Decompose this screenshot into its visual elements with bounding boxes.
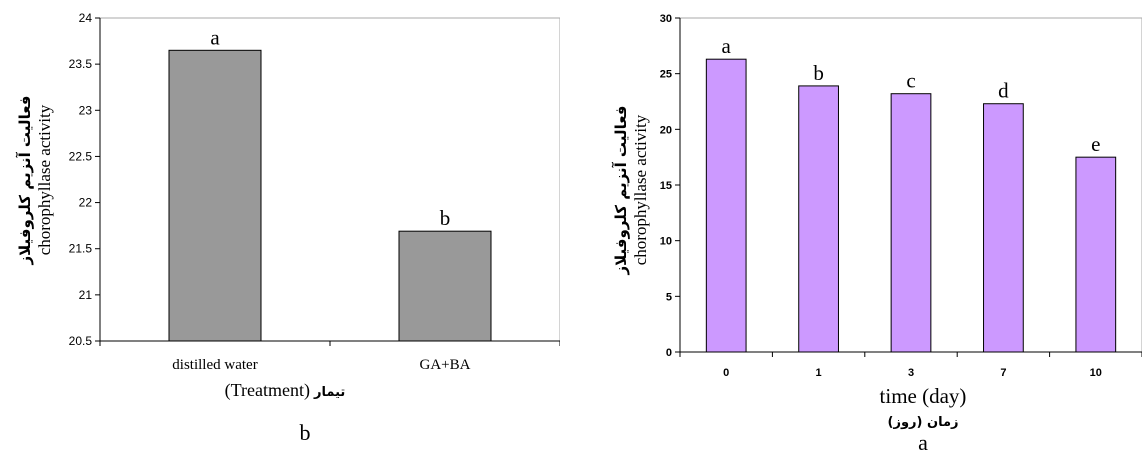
- x-category-label: 10: [1090, 367, 1102, 379]
- x-category-label: 0: [723, 367, 729, 379]
- y-axis-label-fa: فعالیت آنزیم کلروفیلاز: [612, 106, 630, 276]
- bar: [398, 230, 492, 342]
- y-tick-label: 22.5: [69, 149, 93, 163]
- x-axis-label-en: (Treatment): [225, 380, 310, 401]
- y-tick-label: 10: [660, 236, 672, 248]
- bar: [983, 103, 1024, 353]
- x-axis-label-en: time (day): [880, 384, 967, 408]
- x-category-label: GA+BA: [420, 357, 471, 373]
- bar: [798, 85, 839, 353]
- y-tick-label: 24: [79, 11, 93, 25]
- y-axis-ticks: 0 5 10 15 20 25 30: [660, 13, 680, 359]
- x-axis-categories: distilled water GA+BA: [172, 357, 470, 373]
- bar: [890, 93, 932, 353]
- panel-label: a: [918, 430, 928, 455]
- bar-significance-label: d: [998, 79, 1009, 103]
- y-axis-label-fa: فعالیت آنزیم کلروفیلاز: [16, 96, 34, 266]
- y-tick-label: 25: [660, 69, 672, 81]
- y-axis-ticks: 20.5 21 21.5 22 22.5 23 23.5 24: [69, 11, 100, 348]
- y-tick-label: 0: [666, 347, 672, 359]
- y-tick-label: 5: [666, 291, 672, 303]
- x-category-label: distilled water: [172, 357, 257, 373]
- x-axis-label-fa: تیمار: [313, 385, 345, 400]
- bar-significance-label: b: [440, 206, 451, 230]
- y-tick-label: 30: [660, 13, 672, 25]
- x-category-label: 7: [1000, 367, 1006, 379]
- y-tick-label: 21.5: [69, 242, 93, 256]
- x-axis-categories: 0 1 3 7 10: [723, 367, 1102, 379]
- x-axis-tick-marks: [99, 341, 560, 346]
- bar-significance-label: a: [722, 34, 732, 58]
- y-tick-label: 22: [79, 196, 93, 210]
- bar: [705, 58, 747, 353]
- bars: ab: [168, 25, 492, 342]
- y-tick-label: 23: [79, 103, 93, 117]
- y-axis-label-en: chorophyllase activity: [631, 114, 650, 265]
- panel-label: b: [300, 420, 311, 445]
- y-tick-label: 15: [660, 180, 672, 192]
- y-tick-label: 20.5: [69, 334, 93, 348]
- x-category-label: 1: [816, 367, 822, 379]
- bar-significance-label: a: [210, 25, 220, 49]
- bar-significance-label: b: [813, 61, 824, 85]
- bars: a b c d e: [705, 34, 1117, 353]
- chart-time: 0 5 10 15 20 25 30 a b c d e 0 1 3 7 10 فعالیت آنزیم ک…: [612, 13, 1142, 455]
- bar: [1075, 156, 1117, 353]
- y-tick-label: 20: [660, 124, 672, 136]
- y-axis-label-en: chorophyllase activity: [35, 104, 54, 255]
- y-tick-label: 21: [79, 288, 93, 302]
- bar-significance-label: c: [906, 69, 915, 93]
- x-category-label: 3: [908, 367, 914, 379]
- bar: [168, 49, 262, 342]
- bar-significance-label: e: [1091, 132, 1100, 156]
- x-axis-label-fa: زمان (روز): [888, 415, 959, 430]
- y-tick-label: 23.5: [69, 57, 93, 71]
- x-axis-tick-marks: [679, 352, 1142, 357]
